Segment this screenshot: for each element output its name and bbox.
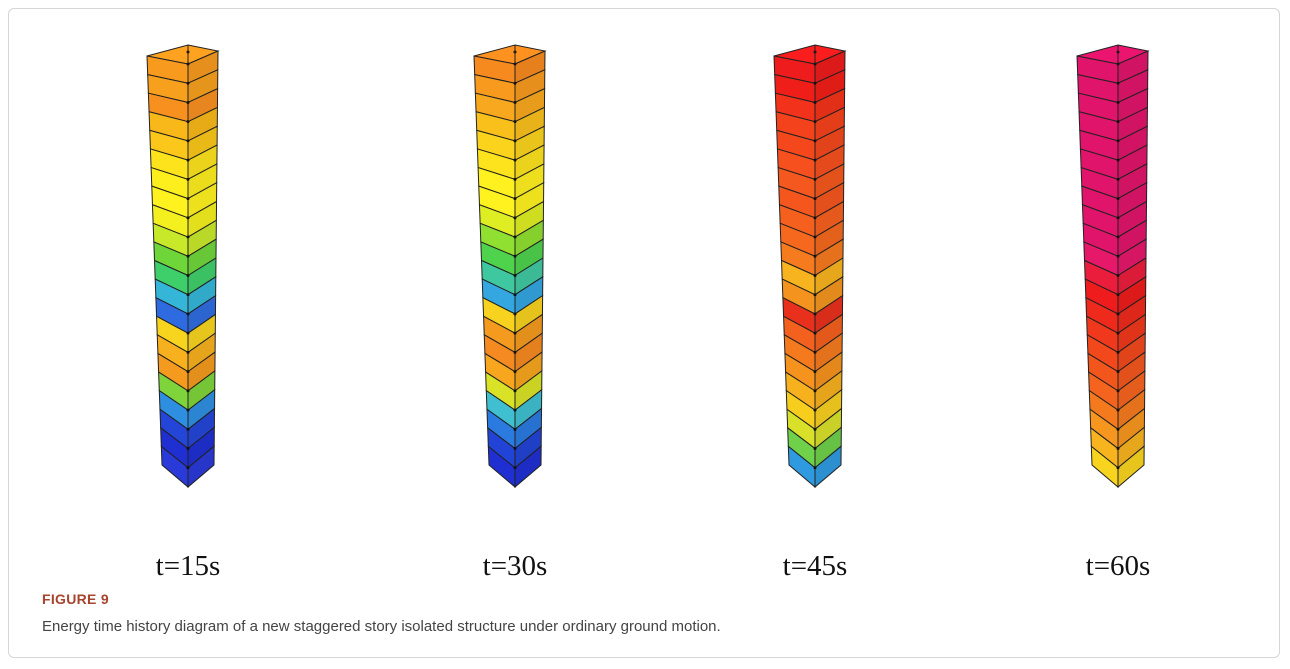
tower-node (1117, 178, 1120, 181)
tower-node (187, 466, 190, 469)
panel-label: t=60s (1086, 550, 1151, 582)
tower-node (187, 82, 190, 85)
tower-node (814, 255, 817, 258)
panel-label: t=30s (483, 550, 548, 582)
panel-label: t=45s (783, 550, 848, 582)
tower-node (187, 101, 190, 104)
tower-node (187, 216, 190, 219)
tower-node (514, 293, 517, 296)
tower-node (1117, 351, 1120, 354)
tower-node (1117, 370, 1120, 373)
tower-node (1117, 428, 1120, 431)
tower-node (1117, 389, 1120, 392)
tower-node (514, 197, 517, 200)
tower-node (814, 159, 817, 162)
tower-node (187, 447, 190, 450)
tower-node (1117, 101, 1120, 104)
page: t=15s t=30s t=45s t=60s FIGURE 9 Energy tim… (0, 0, 1290, 669)
tower-node (514, 178, 517, 181)
tower-node (1117, 216, 1120, 219)
tower-node (814, 197, 817, 200)
tower-node (187, 274, 190, 277)
tower-node (814, 370, 817, 373)
tower-node (1117, 197, 1120, 200)
tower-node (814, 447, 817, 450)
panel-label: t=15s (156, 550, 221, 582)
figure-caption: Energy time history diagram of a new sta… (42, 618, 721, 635)
tower-node (514, 82, 517, 85)
tower-node (814, 293, 817, 296)
tower-node (814, 428, 817, 431)
tower-node (187, 389, 190, 392)
tower-node (1117, 236, 1120, 239)
tower-node (514, 389, 517, 392)
tower-node (814, 120, 817, 123)
tower-node (514, 255, 517, 258)
tower-node (1117, 255, 1120, 258)
tower-node (187, 428, 190, 431)
tower-node (1117, 82, 1120, 85)
tower-node (187, 178, 190, 181)
tower-node (187, 351, 190, 354)
tower-node (187, 312, 190, 315)
tower-node (514, 101, 517, 104)
tower-node (187, 236, 190, 239)
tower-node (514, 447, 517, 450)
tower-node (187, 370, 190, 373)
tower-node (1117, 139, 1120, 142)
tower-node (187, 197, 190, 200)
tower-node (814, 332, 817, 335)
tower-node (814, 466, 817, 469)
tower-node (814, 139, 817, 142)
tower-node (187, 293, 190, 296)
tower-node (514, 428, 517, 431)
tower-node (814, 178, 817, 181)
tower-node (514, 351, 517, 354)
tower-node (514, 332, 517, 335)
tower-node (1117, 466, 1120, 469)
tower-node (514, 466, 517, 469)
tower-node (814, 216, 817, 219)
tower-node (814, 389, 817, 392)
tower-node (1117, 332, 1120, 335)
tower-node (187, 139, 190, 142)
tower-node (1117, 312, 1120, 315)
tower-node (814, 101, 817, 104)
tower-node (1117, 447, 1120, 450)
tower-node (1117, 293, 1120, 296)
tower-node (814, 82, 817, 85)
tower-node (514, 370, 517, 373)
tower-node (1117, 409, 1120, 412)
tower-node (514, 216, 517, 219)
tower-node (514, 120, 517, 123)
tower-node (514, 312, 517, 315)
tower-node (514, 274, 517, 277)
tower-node (514, 139, 517, 142)
tower-node (1117, 159, 1120, 162)
tower-node (187, 120, 190, 123)
tower-node (514, 236, 517, 239)
tower-node (187, 255, 190, 258)
figure-label: FIGURE 9 (42, 591, 109, 607)
tower-node (514, 159, 517, 162)
tower-node (187, 332, 190, 335)
tower-node (814, 312, 817, 315)
tower-node (814, 274, 817, 277)
tower-node (1117, 120, 1120, 123)
tower-node (814, 351, 817, 354)
tower-node (514, 409, 517, 412)
tower-node (1117, 274, 1120, 277)
tower-node (814, 409, 817, 412)
tower-node (814, 236, 817, 239)
tower-node (187, 159, 190, 162)
figure-art: t=15s t=30s t=45s t=60s (0, 0, 1290, 669)
tower-node (187, 409, 190, 412)
